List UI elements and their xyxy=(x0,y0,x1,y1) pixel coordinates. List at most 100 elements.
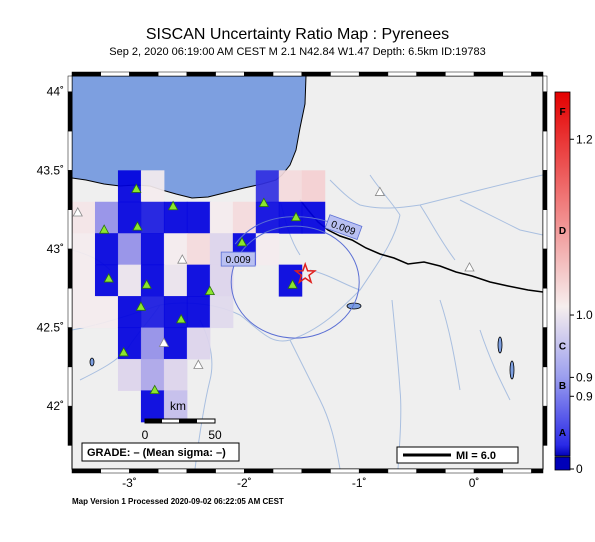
axis-labels: 44˚ 43.5˚ 43˚ 42.5˚ 42˚ -3˚ -2˚ -1˚ 0˚ xyxy=(37,85,480,490)
grid-cell xyxy=(186,233,211,266)
grid-cell xyxy=(140,358,165,391)
station-used-icon xyxy=(132,221,143,231)
frame-tick-bar xyxy=(272,468,303,474)
lat-tick-label: 42˚ xyxy=(47,399,64,413)
colorbar-grade-label: A xyxy=(559,428,566,439)
lat-tick-label: 44˚ xyxy=(47,85,64,99)
lon-tick-label: 0˚ xyxy=(469,476,480,490)
grid-cell xyxy=(186,201,211,234)
frame-tick-bar xyxy=(67,327,73,368)
grid-cell xyxy=(186,327,211,360)
grid-cell xyxy=(278,170,303,203)
frame-tick-bar xyxy=(330,71,360,77)
grid-cell xyxy=(117,170,142,203)
grid-cell xyxy=(140,390,165,423)
station-used-icon xyxy=(131,183,142,193)
frame-tick-bar xyxy=(502,71,532,77)
station-used-icon xyxy=(287,279,298,289)
frame-tick-bar xyxy=(71,468,101,474)
frame-tick-bar xyxy=(531,71,544,77)
grade-box: GRADE: – (Mean sigma: –) xyxy=(81,442,240,462)
frame-tick-bar xyxy=(67,248,73,289)
colorbar-tick-label: 1.2 xyxy=(576,132,593,146)
station-unused-icon xyxy=(374,186,386,196)
frame-tick-bar xyxy=(330,468,360,474)
frame-tick-bar xyxy=(387,71,417,77)
frame-tick-bar xyxy=(67,209,73,250)
grid-cell xyxy=(140,264,165,297)
grid-cell xyxy=(186,296,211,329)
colorbar-grade-label: B xyxy=(559,381,566,392)
frame-tick-bar xyxy=(244,71,274,77)
frame-tick-bar xyxy=(445,468,475,474)
frame-tick-bar xyxy=(358,468,389,474)
frame-tick-bar xyxy=(301,468,331,474)
reservoirs xyxy=(89,302,515,380)
frame-tick-bar xyxy=(542,91,548,132)
frame-tick-bar xyxy=(67,366,73,407)
grid-cell xyxy=(140,201,165,234)
grid-cell xyxy=(72,296,96,329)
grid-cell xyxy=(209,264,234,297)
colorbar-tick-label: 0.9 xyxy=(576,370,593,384)
scale-bar-unit: km xyxy=(170,399,186,413)
contour-label: 0.009 xyxy=(220,251,256,267)
epicenter-star-icon xyxy=(293,261,317,285)
frame-tick-bar xyxy=(531,468,544,474)
grid-cell xyxy=(163,358,188,391)
colorbar-gradient xyxy=(554,91,571,457)
frame-tick-bar xyxy=(542,366,548,407)
frame-tick-bar xyxy=(100,71,130,77)
frame-tick-bar xyxy=(67,405,73,446)
frame-tick-bar xyxy=(473,71,504,77)
grid-cell xyxy=(117,264,142,297)
grid-cell xyxy=(72,264,96,297)
station-used-icon xyxy=(167,200,179,211)
grid-cell xyxy=(140,170,165,203)
frame-tick-bar xyxy=(416,468,446,474)
station-unused-icon xyxy=(158,337,170,347)
frame-tick-bar xyxy=(542,130,548,171)
frame-tick-bar xyxy=(387,468,417,474)
station-used-icon xyxy=(236,236,248,247)
lat-tick-label: 43.5˚ xyxy=(37,163,64,177)
frame-tick-bar xyxy=(244,468,274,474)
colorbar-grade-label: C xyxy=(559,341,566,352)
grid-cell xyxy=(186,264,211,297)
frame-tick-bar xyxy=(445,71,475,77)
lon-tick-label: -3˚ xyxy=(122,476,137,490)
lon-tick-label: -1˚ xyxy=(352,476,367,490)
bay-of-biscay-sea xyxy=(72,76,307,199)
grid-cell xyxy=(232,201,257,234)
grid-cell xyxy=(163,390,188,423)
frame-tick-bar xyxy=(215,468,245,474)
grid-cell xyxy=(140,296,165,329)
grid-cell xyxy=(255,201,280,234)
station-used-icon xyxy=(149,384,160,395)
grid-cell xyxy=(94,296,119,329)
frame-tick-bar xyxy=(186,468,216,474)
colorbar-tick-label: 1.0 xyxy=(576,308,593,322)
colorbar: 0 0.9 0.9 1.0 1.2 A B C D F xyxy=(554,91,593,476)
station-used-icon xyxy=(258,197,270,207)
frame-tick-bar xyxy=(542,75,548,92)
station-unused-icon xyxy=(177,254,188,264)
frame-tick-bar xyxy=(215,71,245,77)
grid-cell xyxy=(117,233,142,266)
frame-tick-bar xyxy=(129,71,159,77)
stations xyxy=(72,183,475,395)
frame-tick-bar xyxy=(67,287,73,328)
station-used-icon xyxy=(118,346,129,357)
frame-tick-bar xyxy=(129,468,159,474)
scale-bar-label-50: 50 xyxy=(208,428,222,442)
event-info: Sep 2, 2020 06:19:00 AM CEST M 2.1 N42.8… xyxy=(109,46,486,58)
frame-tick-bar xyxy=(542,209,548,250)
frame-tick-bar xyxy=(67,91,73,132)
frame-tick-bar xyxy=(301,71,331,77)
grid-cell xyxy=(209,296,234,329)
contour-label-box xyxy=(324,214,363,241)
station-used-icon xyxy=(175,313,187,324)
grid-cell xyxy=(117,358,142,391)
map-version-footer: Map Version 1 Processed 2020-09-02 06:22… xyxy=(72,497,284,506)
